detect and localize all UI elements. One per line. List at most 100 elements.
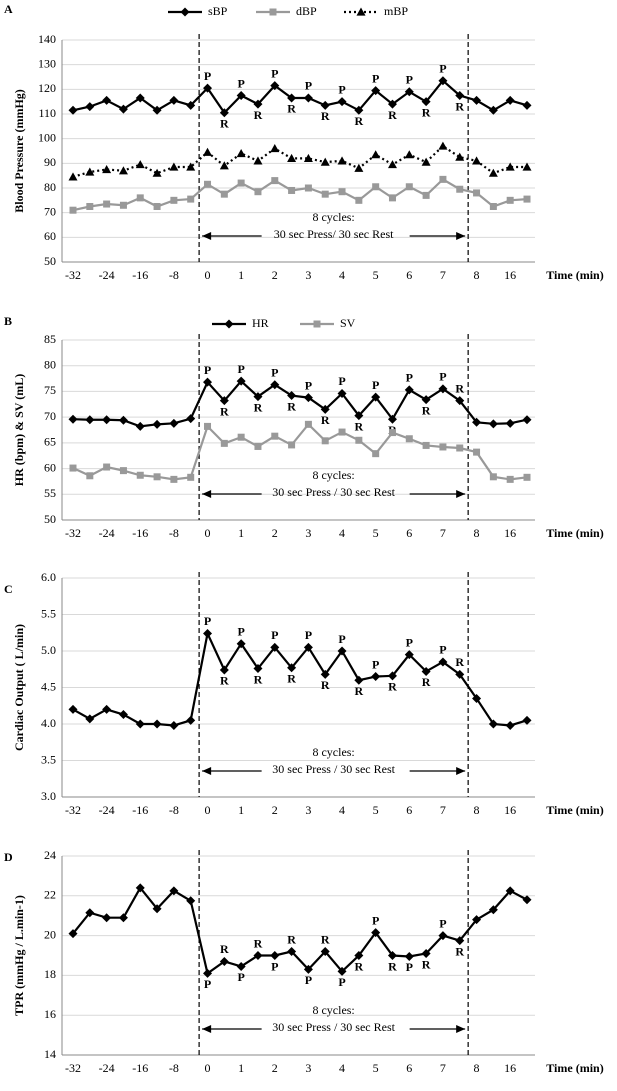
x-tick-label: -24 xyxy=(99,526,115,540)
x-tick-label: 6 xyxy=(406,1061,412,1075)
point-label: R xyxy=(422,403,431,417)
marker xyxy=(118,104,128,114)
series-line xyxy=(72,422,528,481)
marker xyxy=(371,928,381,938)
marker xyxy=(170,475,178,483)
legend-label: sBP xyxy=(208,4,228,18)
legend-label: HR xyxy=(252,316,269,330)
marker xyxy=(337,388,347,398)
point-label: P xyxy=(406,635,413,649)
x-tick-label: -16 xyxy=(132,1061,148,1075)
marker xyxy=(270,951,280,960)
y-tick-label: 22 xyxy=(44,888,56,902)
marker xyxy=(522,100,532,110)
marker xyxy=(169,418,179,428)
x-tick-label: 8 xyxy=(474,268,480,282)
marker xyxy=(219,665,229,675)
x-tick-label: 8 xyxy=(474,803,480,817)
point-label: P xyxy=(204,614,211,628)
x-tick-label: 4 xyxy=(339,1061,345,1075)
point-label: R xyxy=(388,108,397,122)
marker xyxy=(203,628,213,638)
cycle-note: 8 cycles: xyxy=(312,745,354,759)
marker xyxy=(404,951,414,961)
x-tick-label: 6 xyxy=(406,268,412,282)
y-tick-label: 50 xyxy=(44,254,56,268)
x-tick-label: -24 xyxy=(99,803,115,817)
marker xyxy=(135,160,145,169)
x-tick-label: -32 xyxy=(65,1061,81,1075)
marker xyxy=(152,904,162,914)
point-label: P xyxy=(372,378,379,392)
point-label: P xyxy=(338,632,345,646)
marker xyxy=(321,437,329,445)
marker xyxy=(505,162,515,171)
x-tick-label: -32 xyxy=(65,526,81,540)
marker xyxy=(102,704,112,714)
series-line xyxy=(72,144,527,178)
marker xyxy=(103,200,111,208)
x-tick-label: 4 xyxy=(339,526,345,540)
marker xyxy=(354,411,364,421)
marker xyxy=(86,203,94,210)
x-tick-label: 3 xyxy=(305,1061,311,1075)
x-tick-label: 8 xyxy=(474,526,480,540)
x-tick-label: 7 xyxy=(440,268,446,282)
series-line xyxy=(72,79,528,115)
marker xyxy=(438,931,448,941)
marker xyxy=(152,719,162,729)
marker xyxy=(488,419,498,429)
x-tick-label: 7 xyxy=(440,1061,446,1075)
x-tick-label: -24 xyxy=(99,1061,115,1075)
point-label: R xyxy=(287,672,296,686)
marker xyxy=(237,433,245,441)
marker xyxy=(186,715,196,725)
marker xyxy=(236,961,246,971)
point-label: R xyxy=(220,942,229,956)
point-label: R xyxy=(455,381,464,395)
y-tick-label: 14 xyxy=(44,1047,56,1061)
point-label: R xyxy=(388,959,397,973)
point-label: P xyxy=(237,362,244,376)
marker xyxy=(371,392,381,402)
marker xyxy=(303,153,313,162)
marker xyxy=(237,179,245,187)
marker xyxy=(439,175,447,183)
series-line xyxy=(72,177,528,212)
marker xyxy=(68,704,78,714)
marker xyxy=(405,183,413,191)
cycle-note: 8 cycles: xyxy=(312,210,354,224)
arrow-head xyxy=(456,1025,466,1033)
point-label: P xyxy=(305,79,312,93)
x-tick-label: 4 xyxy=(339,268,345,282)
marker xyxy=(320,669,330,679)
marker xyxy=(337,966,347,976)
point-label: P xyxy=(439,916,446,930)
marker xyxy=(186,162,196,171)
x-tick-label: 6 xyxy=(406,803,412,817)
marker xyxy=(303,93,313,103)
y-tick-label: 55 xyxy=(44,486,56,500)
marker xyxy=(489,203,497,210)
arrow-head xyxy=(456,767,466,775)
point-label: R xyxy=(455,655,464,669)
y-tick-label: 5.0 xyxy=(41,643,56,657)
x-tick-label: 16 xyxy=(504,268,516,282)
cycle-note: 30 sec Press / 30 sec Rest xyxy=(272,762,395,776)
marker xyxy=(372,450,380,458)
marker xyxy=(236,148,246,158)
x-tick-label: 5 xyxy=(373,526,379,540)
marker xyxy=(169,720,179,730)
marker xyxy=(438,141,448,150)
marker xyxy=(68,929,78,939)
marker xyxy=(236,91,246,100)
marker xyxy=(136,194,144,202)
y-tick-label: 140 xyxy=(38,32,56,46)
marker xyxy=(404,385,414,395)
marker xyxy=(337,156,347,165)
y-tick-label: 70 xyxy=(44,204,56,218)
marker xyxy=(320,100,330,110)
marker xyxy=(320,947,330,957)
marker xyxy=(472,156,482,165)
